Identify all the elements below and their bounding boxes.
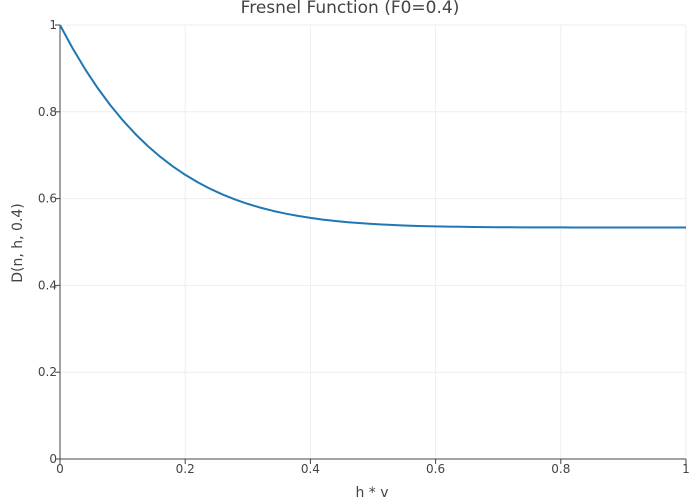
y-tick-label: 0.8 <box>38 105 57 119</box>
series-layer <box>59 24 686 229</box>
axes <box>59 25 686 460</box>
x-tick-label: 0.2 <box>176 462 195 476</box>
y-axis-title: D(n, h, 0.4) <box>10 203 26 283</box>
tick-labels: 0 0.2 0.4 0.6 0.8 1 0 0.2 0.4 0.6 0.8 1 <box>38 18 690 476</box>
y-tick-label: 1 <box>49 18 57 32</box>
x-tick-label: 1 <box>682 462 690 476</box>
x-tick-label: 0.4 <box>301 462 320 476</box>
y-tick-label: 0.6 <box>38 192 57 206</box>
x-tick-label: 0.6 <box>426 462 445 476</box>
x-tick-label: 0 <box>56 462 64 476</box>
grid-lines <box>60 24 687 459</box>
y-tick-label: 0 <box>49 452 57 466</box>
chart-title: Fresnel Function (F0=0.4) <box>241 0 460 18</box>
y-tick-label: 0.4 <box>38 278 57 292</box>
y-tick-label: 0.2 <box>38 365 57 379</box>
series-line <box>59 24 686 229</box>
x-axis-title: h * v <box>355 485 388 500</box>
x-tick-label: 0.8 <box>551 462 570 476</box>
